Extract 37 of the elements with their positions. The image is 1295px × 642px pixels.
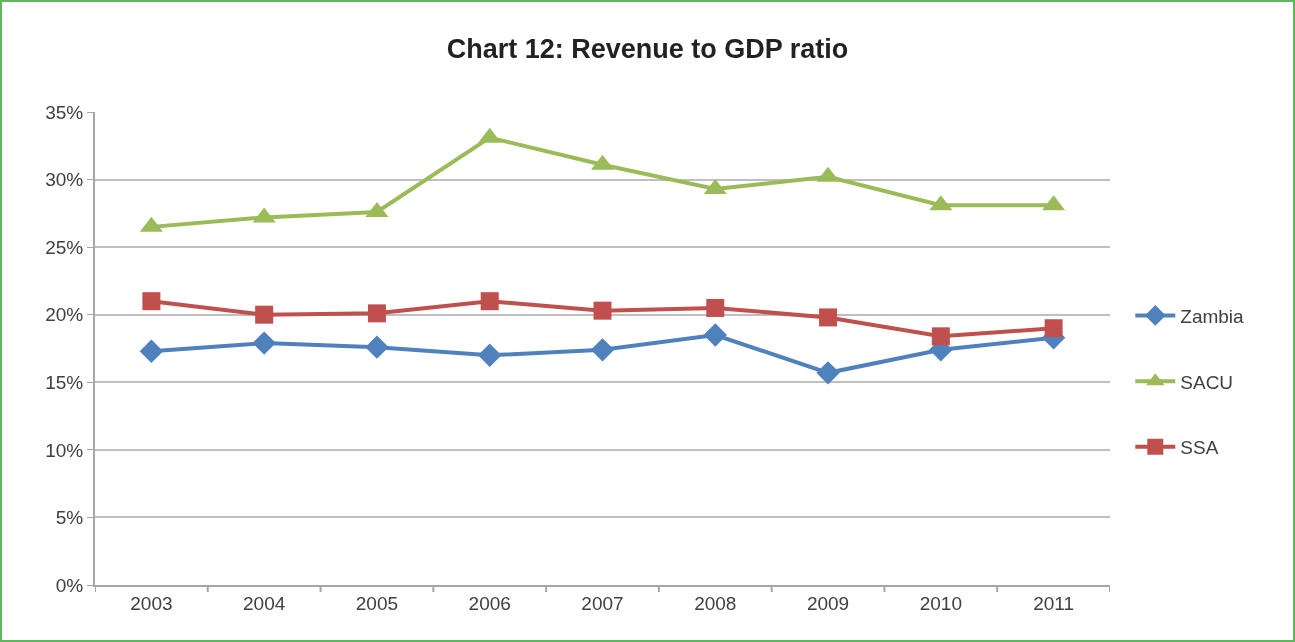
point	[142, 292, 161, 311]
y-tick-label: 15%	[45, 371, 84, 393]
legend-label: SSA	[1180, 437, 1219, 459]
y-tick-label: 20%	[45, 304, 84, 326]
legend-label: SACU	[1180, 371, 1234, 393]
y-tick-label: 35%	[45, 101, 84, 123]
point	[365, 335, 389, 359]
point	[478, 343, 502, 367]
y-tick-label: 25%	[45, 236, 84, 258]
x-tick-label: 2003	[130, 592, 173, 614]
point	[590, 338, 615, 362]
x-tick-label: 2011	[1033, 592, 1075, 614]
x-tick-label: 2007	[581, 592, 624, 614]
x-tick-label: 2005	[355, 592, 399, 614]
point	[1044, 319, 1063, 338]
x-tick-label: 2006	[468, 592, 511, 614]
y-tick-label: 30%	[45, 169, 84, 191]
point	[816, 361, 840, 385]
y-tick-label: 10%	[45, 439, 84, 461]
point	[706, 298, 725, 317]
point	[480, 292, 499, 311]
legend-label: Zambia	[1180, 305, 1245, 327]
y-tick-label: 5%	[55, 507, 84, 529]
point	[593, 301, 612, 320]
x-tick-label: 2004	[243, 592, 286, 614]
y-tick-label: 0%	[55, 574, 84, 596]
x-tick-label: 2009	[806, 592, 850, 614]
chart-title: Chart 12: Revenue to GDP ratio	[446, 33, 849, 64]
point	[252, 331, 276, 355]
point	[367, 304, 386, 323]
point	[255, 305, 274, 324]
point	[819, 308, 838, 327]
x-tick-label: 2010	[919, 592, 962, 614]
point	[703, 323, 727, 347]
x-tick-label: 2008	[694, 592, 737, 614]
point	[931, 327, 950, 346]
point	[139, 339, 164, 363]
